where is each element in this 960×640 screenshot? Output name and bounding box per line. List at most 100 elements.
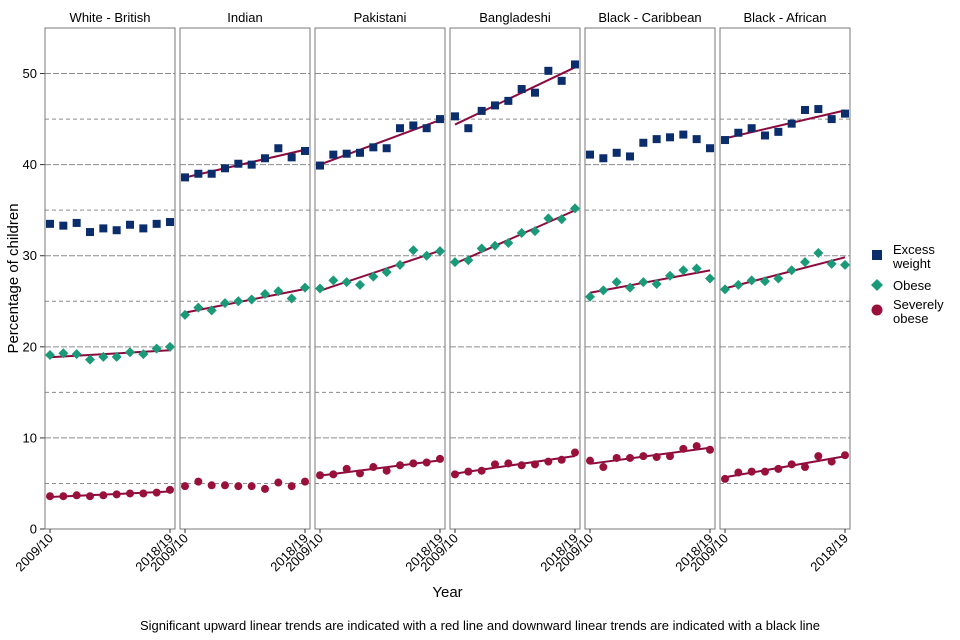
x-tick-label: 2018/19 bbox=[807, 531, 851, 575]
trend-line-obese bbox=[184, 287, 306, 314]
point-excess bbox=[126, 220, 134, 229]
point-obese bbox=[233, 296, 244, 307]
legend-label-line: obese bbox=[893, 311, 928, 326]
point-excess bbox=[316, 161, 324, 170]
point-excess bbox=[841, 109, 849, 118]
legend-label-severe: Severely obese bbox=[893, 297, 944, 326]
point-severe bbox=[274, 478, 283, 487]
point-severe bbox=[544, 457, 553, 466]
point-severe bbox=[504, 459, 513, 468]
point-severe bbox=[652, 453, 661, 462]
point-obese bbox=[395, 259, 405, 270]
point-obese bbox=[463, 255, 474, 266]
point-excess bbox=[86, 228, 94, 237]
panel-border bbox=[314, 27, 446, 530]
point-obese bbox=[58, 348, 69, 359]
point-excess bbox=[692, 135, 701, 144]
point-excess bbox=[747, 124, 756, 133]
point-excess bbox=[787, 119, 796, 128]
point-severe bbox=[139, 489, 148, 498]
point-severe bbox=[464, 467, 473, 476]
point-severe bbox=[112, 490, 121, 499]
y-tick-label: 40 bbox=[23, 157, 37, 172]
trend-line-obese bbox=[49, 349, 171, 359]
panel-border bbox=[449, 27, 581, 530]
trend-line-excess bbox=[454, 66, 576, 126]
legend-label-excess: Excess weight bbox=[892, 242, 935, 271]
point-excess bbox=[774, 127, 783, 136]
point-obese bbox=[111, 351, 122, 362]
point-severe bbox=[369, 463, 378, 472]
point-severe bbox=[557, 455, 566, 464]
point-excess bbox=[261, 154, 269, 163]
point-obese bbox=[435, 246, 445, 257]
point-obese bbox=[341, 277, 352, 288]
point-excess bbox=[814, 105, 823, 114]
point-excess bbox=[504, 96, 513, 105]
y-tick-label: 50 bbox=[23, 66, 37, 81]
panel-border bbox=[44, 27, 176, 530]
point-obese bbox=[220, 298, 230, 309]
point-obese bbox=[826, 258, 837, 269]
point-severe bbox=[666, 452, 674, 461]
point-obese bbox=[638, 277, 649, 288]
point-obese bbox=[516, 227, 527, 238]
point-severe bbox=[747, 467, 756, 476]
point-excess bbox=[761, 131, 769, 140]
trend-line-obese bbox=[724, 256, 846, 290]
point-obese bbox=[490, 240, 500, 251]
legend-label-line: Severely bbox=[893, 297, 944, 312]
point-excess bbox=[342, 149, 351, 158]
point-obese bbox=[570, 203, 580, 214]
point-severe bbox=[396, 461, 404, 470]
point-obese bbox=[840, 259, 850, 270]
point-excess bbox=[801, 105, 809, 114]
point-excess bbox=[369, 143, 378, 152]
point-excess bbox=[451, 112, 459, 121]
point-severe bbox=[86, 492, 94, 501]
point-obese bbox=[98, 351, 109, 362]
point-obese bbox=[300, 282, 310, 293]
chart-footnote: Significant upward linear trends are ind… bbox=[140, 618, 820, 633]
point-severe bbox=[247, 482, 256, 491]
point-severe bbox=[316, 471, 324, 480]
facet-title: Bangladeshi bbox=[479, 10, 551, 25]
point-excess bbox=[409, 121, 418, 130]
point-obese bbox=[381, 267, 392, 278]
point-obese bbox=[705, 273, 715, 284]
point-severe bbox=[801, 463, 809, 472]
y-tick-label: 20 bbox=[23, 339, 37, 354]
point-severe bbox=[586, 456, 594, 465]
point-severe bbox=[342, 464, 351, 473]
point-obese bbox=[206, 305, 217, 316]
facet-title: Black - African bbox=[743, 10, 826, 25]
point-excess bbox=[329, 150, 338, 159]
facet-title: White - British bbox=[70, 10, 151, 25]
point-severe bbox=[841, 451, 849, 460]
point-severe bbox=[72, 491, 81, 500]
point-obese bbox=[273, 286, 284, 297]
point-severe bbox=[491, 460, 499, 469]
point-severe bbox=[166, 485, 174, 494]
point-severe bbox=[814, 452, 823, 461]
point-excess bbox=[599, 154, 608, 163]
legend-label-line: Excess bbox=[893, 242, 935, 257]
point-obese bbox=[760, 276, 770, 287]
x-tick-label: 2009/10 bbox=[12, 531, 56, 575]
point-obese bbox=[125, 347, 135, 358]
point-severe bbox=[571, 448, 579, 457]
point-severe bbox=[126, 489, 134, 498]
point-excess bbox=[46, 219, 54, 228]
point-excess bbox=[72, 218, 81, 227]
point-severe bbox=[234, 482, 243, 491]
point-excess bbox=[612, 148, 621, 157]
legend: Excess weight Obese Severely obese bbox=[871, 242, 944, 326]
point-severe bbox=[59, 492, 68, 501]
trend-line-excess bbox=[319, 119, 441, 166]
point-severe bbox=[207, 481, 216, 490]
point-severe bbox=[152, 488, 161, 497]
point-obese bbox=[180, 309, 190, 320]
